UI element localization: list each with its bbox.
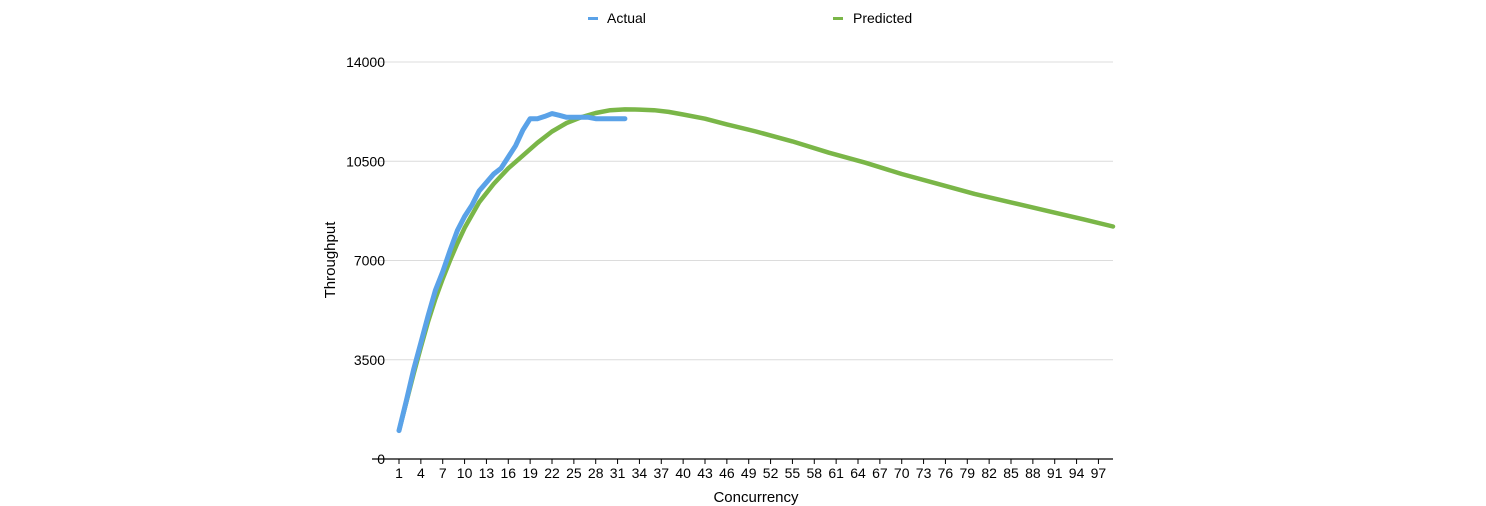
x-tick-label: 76	[938, 465, 954, 481]
x-axis-title: Concurrency	[713, 489, 799, 506]
series-line-actual[interactable]	[396, 111, 628, 434]
x-axis-ticks: 1 4 7 10 13 16 19 22 25 28 31 34 37 40 43 46 49 52 55 58 61 6…	[395, 459, 1106, 481]
x-tick-label: 7	[439, 465, 447, 481]
x-tick-label: 94	[1069, 465, 1085, 481]
x-tick-label: 82	[981, 465, 997, 481]
x-tick-label: 61	[828, 465, 844, 481]
series-layer	[396, 107, 1116, 434]
x-tick-label: 34	[632, 465, 648, 481]
x-tick-label: 55	[785, 465, 801, 481]
y-tick-label: 7000	[354, 253, 385, 269]
x-tick-label: 88	[1025, 465, 1041, 481]
x-tick-label: 79	[959, 465, 975, 481]
x-tick-label: 13	[479, 465, 495, 481]
x-tick-label: 70	[894, 465, 910, 481]
y-tick-label: 14000	[346, 54, 385, 70]
x-tick-label: 40	[675, 465, 691, 481]
legend: Actual Predicted	[588, 10, 912, 26]
x-tick-label: 52	[763, 465, 779, 481]
y-tick-label: 10500	[346, 153, 385, 169]
legend-item-actual[interactable]: Actual	[588, 10, 646, 26]
x-tick-label: 4	[417, 465, 425, 481]
series-line-predicted[interactable]	[396, 107, 1116, 433]
x-tick-label: 28	[588, 465, 604, 481]
legend-label-actual: Actual	[607, 10, 646, 26]
x-tick-label: 37	[653, 465, 669, 481]
x-tick-label: 25	[566, 465, 582, 481]
y-axis-ticks: 0 3500 7000 10500 14000	[346, 54, 385, 467]
legend-swatch-actual	[588, 17, 598, 20]
legend-swatch-predicted	[833, 17, 843, 20]
x-tick-label: 1	[395, 465, 403, 481]
x-tick-label: 31	[610, 465, 626, 481]
x-tick-label: 49	[741, 465, 757, 481]
x-tick-label: 19	[522, 465, 538, 481]
gridlines	[372, 61, 1113, 460]
x-tick-label: 73	[916, 465, 932, 481]
x-tick-label: 97	[1091, 465, 1107, 481]
x-tick-label: 43	[697, 465, 713, 481]
x-tick-label: 67	[872, 465, 888, 481]
x-tick-label: 22	[544, 465, 560, 481]
x-tick-label: 46	[719, 465, 735, 481]
x-tick-label: 85	[1003, 465, 1019, 481]
legend-label-predicted: Predicted	[853, 10, 912, 26]
x-tick-label: 64	[850, 465, 866, 481]
y-tick-label: 0	[377, 451, 385, 467]
x-tick-label: 91	[1047, 465, 1063, 481]
y-tick-label: 3500	[354, 352, 385, 368]
x-tick-label: 10	[457, 465, 473, 481]
y-axis-title: Throughput	[322, 221, 339, 299]
legend-item-predicted[interactable]: Predicted	[833, 10, 912, 26]
x-tick-label: 58	[806, 465, 822, 481]
x-tick-label: 16	[500, 465, 516, 481]
